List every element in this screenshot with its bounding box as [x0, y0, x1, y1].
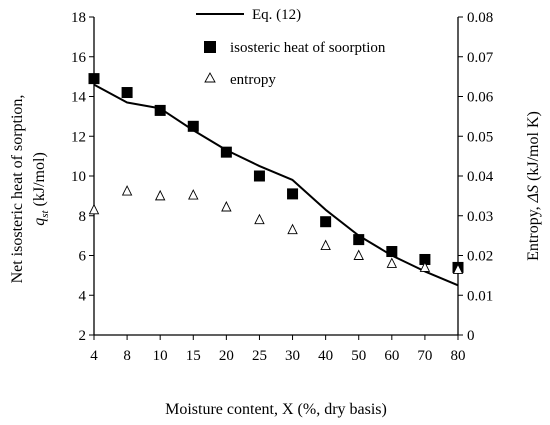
- heat-point: [287, 188, 299, 200]
- right-tick-label: 0.07: [467, 50, 494, 66]
- right-tick-label: 0.08: [467, 10, 493, 26]
- heat-point: [353, 234, 365, 246]
- heat-point: [419, 253, 431, 265]
- entropy-point: [221, 200, 232, 212]
- left-axis-var: q: [31, 218, 48, 226]
- left-axis-unit: (kJ/mol): [31, 152, 48, 210]
- heat-point: [121, 87, 133, 99]
- right-tick-label: 0.06: [467, 90, 494, 106]
- left-tick-label: 16: [71, 50, 87, 66]
- x-tick-label: 30: [285, 348, 300, 364]
- entropy-point: [254, 213, 265, 225]
- x-tick-label: 70: [417, 348, 432, 364]
- left-tick-label: 10: [71, 169, 86, 185]
- left-tick-label: 4: [79, 288, 87, 304]
- left-tick-label: 12: [71, 129, 86, 145]
- left-axis-title: Net isosteric heat of sorption, qst (kJ/…: [9, 95, 51, 284]
- heat-point: [187, 120, 199, 132]
- left-tick-label: 6: [79, 249, 87, 265]
- legend: Eq. (12) isosteric heat of soorption ent…: [196, 7, 386, 88]
- heat-point: [386, 246, 398, 258]
- left-tick-label: 14: [71, 90, 87, 106]
- right-tick-label: 0.05: [467, 129, 493, 145]
- x-tick-label: 10: [153, 348, 168, 364]
- left-tick-label: 2: [79, 328, 87, 344]
- entropy-point: [154, 189, 166, 201]
- entropy-point: [452, 263, 464, 274]
- x-axis-title: Moisture content, X (%, dry basis): [165, 401, 387, 418]
- legend-triangle-marker: [204, 72, 216, 83]
- right-axis-var: ΔS: [525, 185, 542, 203]
- x-tick-label: 8: [123, 348, 131, 364]
- x-tick-label: 50: [351, 348, 366, 364]
- left-tick-label: 8: [79, 209, 87, 225]
- left-axis-title-line2: qst (kJ/mol): [31, 152, 51, 226]
- legend-square-marker: [204, 41, 216, 53]
- x-tick-label: 80: [451, 348, 466, 364]
- right-tick-label: 0.03: [467, 209, 493, 225]
- series-line-eq12: [93, 83, 459, 287]
- right-tick-label: 0.04: [467, 169, 494, 185]
- left-tick-label: 18: [71, 10, 86, 26]
- heat-point: [88, 73, 100, 85]
- right-tick-label: 0: [467, 328, 475, 344]
- legend-label-eq12: Eq. (12): [252, 7, 301, 23]
- x-tick-label: 20: [219, 348, 234, 364]
- legend-label-entropy: entropy: [230, 72, 276, 88]
- x-tick-label: 4: [90, 348, 98, 364]
- entropy-point: [386, 257, 398, 268]
- entropy-point: [188, 189, 199, 200]
- left-axis-sub: st: [39, 210, 51, 218]
- right-axis-pre: Entropy,: [525, 202, 542, 261]
- right-axis-title: Entropy, ΔS (kJ/mol K): [525, 111, 542, 261]
- entropy-point: [287, 223, 298, 235]
- left-axis-title-line1: Net isosteric heat of sorption,: [9, 95, 26, 284]
- x-tick-label: 25: [252, 348, 267, 364]
- heat-point: [253, 170, 265, 182]
- right-tick-label: 0.01: [467, 288, 493, 304]
- heat-point: [220, 146, 232, 158]
- right-axis-post: (kJ/mol K): [525, 111, 542, 185]
- entropy-point: [419, 261, 431, 272]
- right-axis-title-text: Entropy, ΔS (kJ/mol K): [525, 111, 542, 261]
- x-tick-label: 60: [384, 348, 399, 364]
- right-tick-label: 0.02: [467, 249, 493, 265]
- axes-layer: [93, 17, 459, 336]
- x-tick-label: 15: [186, 348, 201, 364]
- entropy-point: [320, 239, 331, 251]
- entropy-point: [121, 185, 133, 196]
- legend-label-heat: isosteric heat of soorption: [230, 40, 386, 56]
- entropy-point: [88, 203, 100, 215]
- heat-point: [320, 216, 332, 228]
- x-tick-label: 40: [318, 348, 333, 364]
- entropy-point: [353, 249, 364, 260]
- ticks-layer: 2468101214161800.010.020.030.040.050.060…: [71, 10, 494, 364]
- heat-point: [154, 104, 166, 116]
- series-layer: [88, 73, 464, 287]
